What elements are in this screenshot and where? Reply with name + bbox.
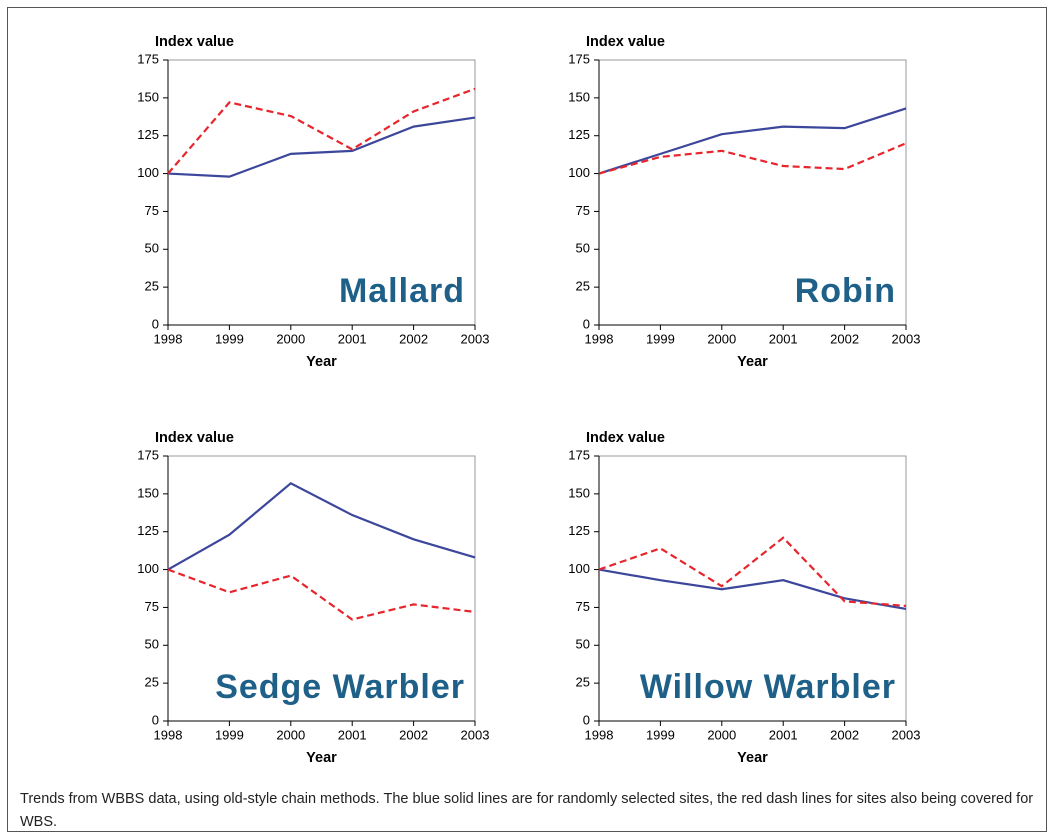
series-line (167, 116, 476, 178)
x-tick-label: 2002 (399, 727, 428, 742)
series-line (598, 568, 907, 611)
series-line (598, 142, 907, 175)
y-tick-label: 0 (583, 316, 590, 331)
y-tick-label: 175 (568, 447, 590, 462)
x-tick-label: 1998 (585, 727, 614, 742)
y-tick-label: 100 (568, 165, 590, 180)
x-tick-label: 2000 (276, 331, 305, 346)
y-axis-label: Index value (586, 34, 665, 50)
x-tick-label: 1998 (154, 727, 183, 742)
y-tick-label: 50 (145, 637, 159, 652)
x-tick-label: 2001 (769, 331, 798, 346)
y-axis-label: Index value (155, 34, 234, 50)
annotation: Robin (795, 272, 896, 310)
x-tick-label: 2000 (707, 331, 736, 346)
y-tick-label: 25 (576, 675, 590, 690)
frame (7, 7, 1047, 832)
x-axis-label: Year (737, 354, 768, 370)
y-tick-label: 50 (576, 241, 590, 256)
y-tick-label: 100 (137, 165, 159, 180)
x-tick-label: 2000 (276, 727, 305, 742)
x-tick-label: 2001 (338, 727, 367, 742)
x-tick-label: 1999 (646, 727, 675, 742)
x-tick-label: 2002 (399, 331, 428, 346)
annotation: Sedge Warbler (215, 668, 465, 706)
y-tick-label: 150 (568, 485, 590, 500)
y-tick-label: 0 (152, 316, 159, 331)
y-tick-label: 75 (145, 203, 159, 218)
annotation: Mallard (339, 272, 465, 310)
y-tick-label: 25 (145, 279, 159, 294)
x-tick-label: 2001 (338, 331, 367, 346)
x-tick-label: 1998 (154, 331, 183, 346)
series-line (167, 481, 476, 571)
y-tick-label: 125 (137, 523, 159, 538)
y-tick-label: 0 (152, 712, 159, 727)
x-tick-label: 2003 (892, 331, 921, 346)
annotation: Willow Warbler (640, 668, 896, 706)
x-tick-label: 2002 (830, 727, 859, 742)
y-tick-label: 75 (576, 203, 590, 218)
y-tick-label: 150 (568, 89, 590, 104)
x-tick-label: 2003 (461, 727, 490, 742)
series-line (598, 107, 907, 175)
y-tick-label: 125 (137, 127, 159, 142)
y-tick-label: 75 (576, 599, 590, 614)
x-tick-label: 2003 (461, 331, 490, 346)
y-tick-label: 150 (137, 485, 159, 500)
x-tick-label: 1999 (215, 331, 244, 346)
y-tick-label: 25 (145, 675, 159, 690)
y-axis-label: Index value (586, 430, 665, 446)
series-line (598, 536, 907, 608)
series-line (167, 87, 476, 175)
x-tick-label: 1999 (646, 331, 675, 346)
x-axis-label: Year (306, 354, 337, 370)
y-tick-label: 50 (576, 637, 590, 652)
x-tick-label: 1998 (585, 331, 614, 346)
x-axis-label: Year (306, 750, 337, 766)
y-tick-label: 150 (137, 89, 159, 104)
y-tick-label: 0 (583, 712, 590, 727)
y-tick-label: 175 (137, 51, 159, 66)
x-tick-label: 2003 (892, 727, 921, 742)
y-tick-label: 100 (137, 561, 159, 576)
y-tick-label: 175 (137, 447, 159, 462)
y-tick-label: 125 (568, 523, 590, 538)
y-tick-label: 175 (568, 51, 590, 66)
x-axis-label: Year (737, 750, 768, 766)
x-tick-label: 2001 (769, 727, 798, 742)
y-tick-label: 75 (145, 599, 159, 614)
y-tick-label: 100 (568, 561, 590, 576)
y-tick-label: 50 (145, 241, 159, 256)
y-tick-label: 125 (568, 127, 590, 142)
x-tick-label: 2000 (707, 727, 736, 742)
x-tick-label: 2002 (830, 331, 859, 346)
series-line (167, 568, 476, 621)
caption: Trends from WBBS data, using old-style c… (20, 791, 1034, 830)
y-tick-label: 25 (576, 279, 590, 294)
x-tick-label: 1999 (215, 727, 244, 742)
y-axis-label: Index value (155, 430, 234, 446)
